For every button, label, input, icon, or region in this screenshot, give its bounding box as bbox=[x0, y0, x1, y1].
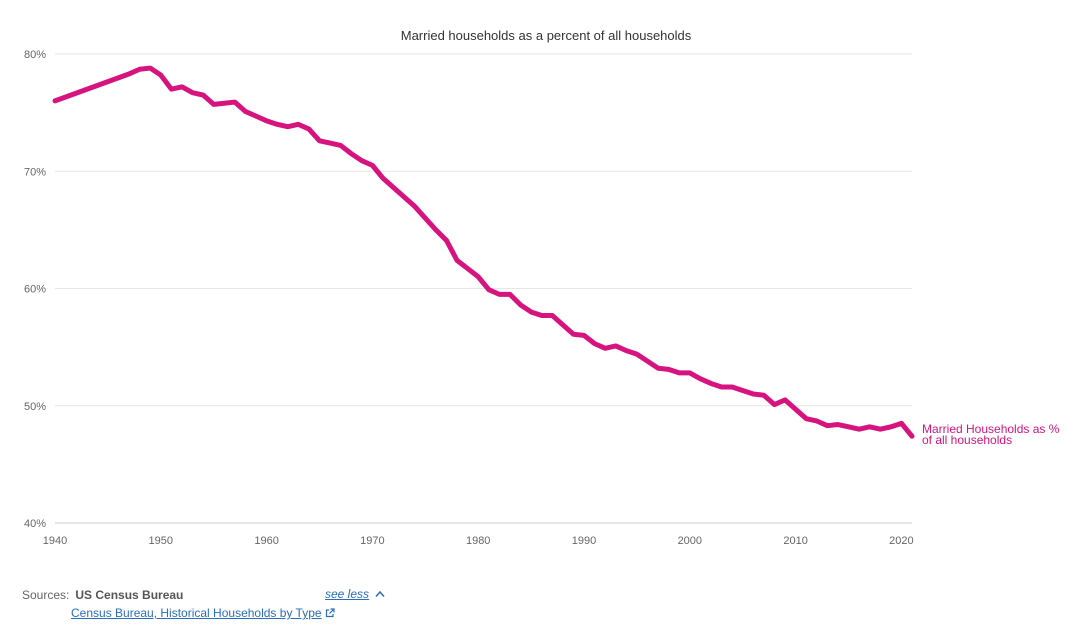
sources-key: Sources: bbox=[22, 588, 70, 602]
y-tick-label: 50% bbox=[24, 401, 46, 413]
census-source-link[interactable]: Census Bureau, Historical Households by … bbox=[71, 606, 322, 620]
see-less-label[interactable]: see less bbox=[325, 587, 370, 601]
x-tick-label: 2010 bbox=[783, 535, 807, 547]
sources-organization: US Census Bureau bbox=[75, 588, 184, 602]
x-tick-label: 1960 bbox=[254, 535, 278, 547]
source-link-row: Census Bureau, Historical Households by … bbox=[71, 605, 422, 621]
x-tick-label: 1980 bbox=[466, 535, 490, 547]
y-tick-label: 60% bbox=[24, 284, 46, 296]
x-tick-label: 1990 bbox=[572, 535, 596, 547]
chart-title: Married households as a percent of all h… bbox=[401, 28, 692, 43]
external-link-icon[interactable] bbox=[325, 608, 335, 618]
series-line-married-households bbox=[52, 65, 915, 439]
x-tick-label: 2020 bbox=[889, 535, 913, 547]
sources-section: Sources: US Census Bureau see less Censu… bbox=[22, 587, 422, 621]
x-tick-label: 1950 bbox=[149, 535, 173, 547]
x-tick-label: 1970 bbox=[360, 535, 384, 547]
line-chart: Married households as a percent of all h… bbox=[24, 28, 1060, 547]
series-label-line-2: of all households bbox=[922, 433, 1012, 447]
y-axis-ticks: 40% 50% 60% 70% 80% bbox=[24, 49, 46, 530]
x-axis-ticks: 1940 1950 1960 1970 1980 1990 2000 2010 2020 bbox=[43, 535, 914, 547]
chevron-up-icon[interactable] bbox=[375, 590, 385, 598]
y-tick-label: 80% bbox=[24, 49, 46, 61]
grid-lines bbox=[55, 53, 912, 524]
y-tick-label: 70% bbox=[24, 166, 46, 178]
see-less-toggle[interactable]: see less bbox=[325, 587, 385, 601]
x-tick-label: 2000 bbox=[678, 535, 702, 547]
series-label-line-1: Married Households as % bbox=[922, 422, 1060, 436]
sources-row: Sources: US Census Bureau see less bbox=[22, 587, 422, 603]
x-tick-label: 1940 bbox=[43, 535, 67, 547]
y-tick-label: 40% bbox=[24, 518, 46, 530]
